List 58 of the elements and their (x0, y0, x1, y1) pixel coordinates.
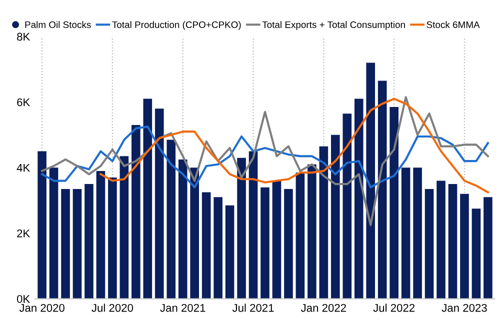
line-series (100, 98, 490, 194)
bar (96, 170, 106, 299)
x-tick-label: Jan 2021 (160, 304, 206, 312)
bar (378, 80, 387, 299)
bar (166, 140, 176, 299)
bar (225, 205, 234, 299)
bar (319, 146, 328, 299)
bar (143, 98, 152, 299)
bar (436, 180, 446, 299)
bar (154, 108, 164, 299)
bar (132, 125, 140, 299)
line-series (40, 126, 490, 188)
bar (424, 188, 434, 299)
bar (331, 134, 340, 299)
bar (248, 151, 258, 299)
legend-label: Stock 6MMA (426, 21, 480, 28)
bar (38, 151, 46, 299)
y-tick-label: 4K (16, 164, 30, 172)
bar (448, 184, 458, 299)
legend-label: Total Production (CPO+CPKO) (112, 21, 241, 30)
y-tick-label: 0K (16, 295, 30, 303)
x-tick-label: Jul 2020 (92, 304, 134, 312)
bar (237, 158, 246, 299)
y-tick-label: 2K (17, 229, 30, 238)
legend-label: Total Exports + Total Consumption (262, 21, 405, 30)
bar (296, 172, 305, 299)
bar (460, 194, 469, 299)
bar (484, 197, 492, 299)
bar (108, 177, 117, 299)
legend-label: Palm Oil Stocks (25, 21, 91, 28)
bar (49, 168, 58, 299)
bar (202, 192, 211, 299)
bar (260, 187, 270, 299)
bar (272, 180, 282, 299)
bar (354, 98, 364, 299)
bar (120, 156, 129, 299)
y-tick-label: 6K (17, 98, 30, 106)
bar (84, 184, 94, 299)
bar (401, 168, 410, 299)
x-tick-label: Jan 2022 (300, 304, 346, 312)
bar (472, 208, 481, 299)
bar (308, 164, 316, 299)
x-tick-label: Jan 2023 (442, 304, 487, 312)
bar (61, 188, 70, 299)
x-tick-label: Jan 2020 (19, 304, 64, 312)
bar (178, 159, 188, 299)
bar (390, 107, 398, 299)
bar (72, 188, 82, 299)
y-tick-label: 8K (17, 32, 30, 41)
bar (342, 114, 352, 299)
line-series (40, 96, 490, 226)
bar (413, 168, 422, 299)
bar (284, 188, 293, 299)
bar (190, 168, 199, 299)
bar (214, 197, 222, 299)
x-tick-label: Jul 2022 (373, 304, 415, 312)
x-tick-label: Jul 2021 (232, 304, 274, 312)
bar (366, 62, 376, 299)
